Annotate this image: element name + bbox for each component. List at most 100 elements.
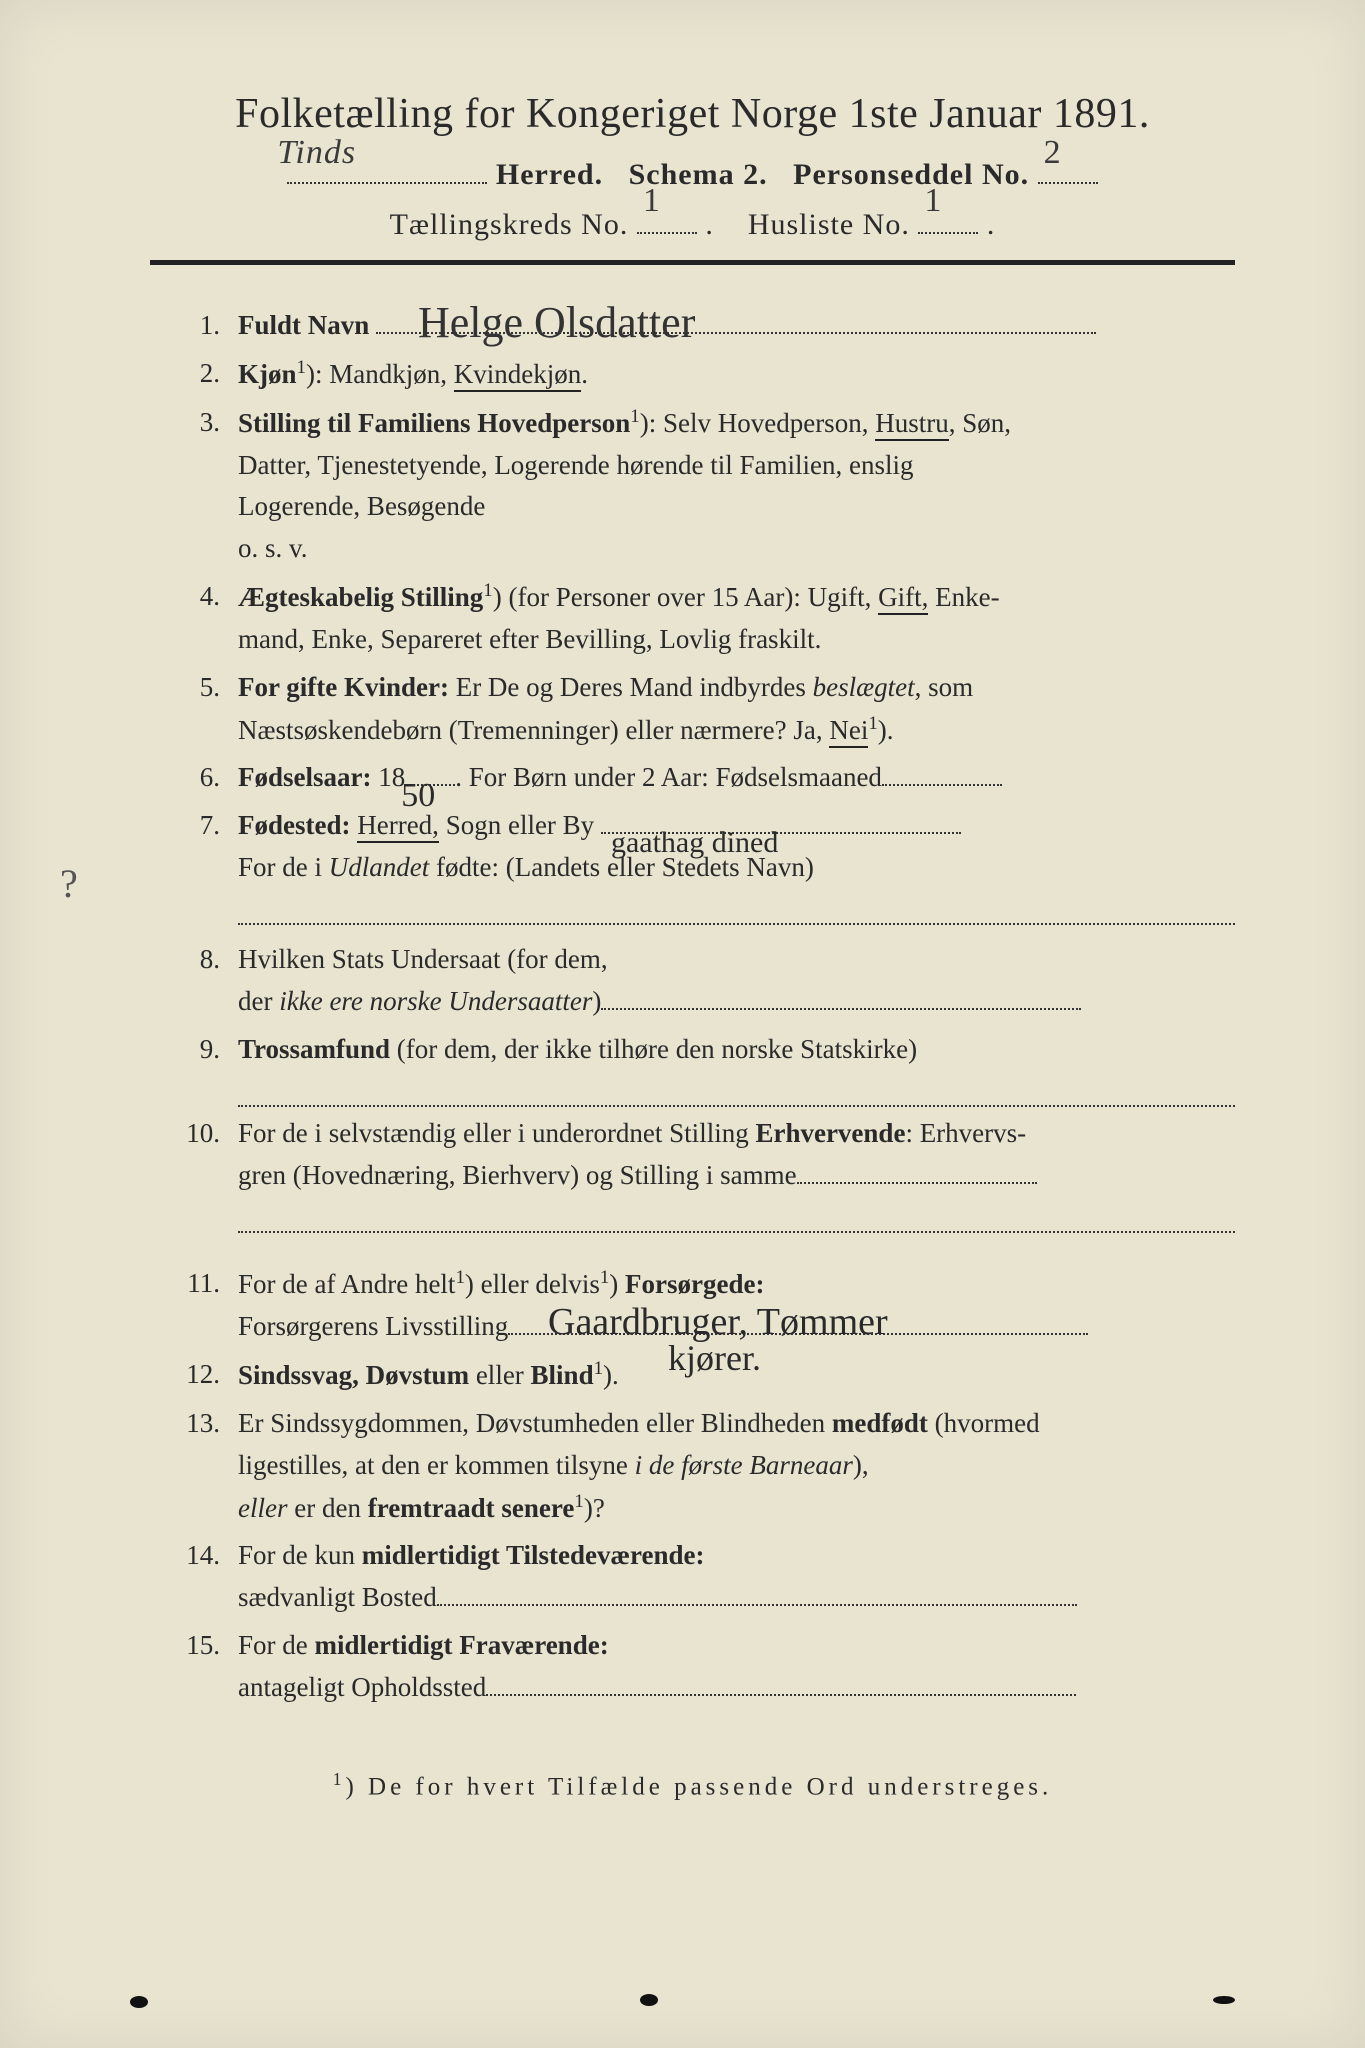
herred-handwritten: Tinds [277, 134, 356, 172]
item-9-label: Trossamfund [238, 1034, 390, 1064]
item-10-text-a: For de i selvstændig eller i underordnet… [238, 1118, 755, 1148]
item-11-num: 11. [150, 1263, 238, 1348]
item-9: 9. Trossamfund (for dem, der ikke tilhør… [150, 1029, 1235, 1107]
item-13-line3c: )? [584, 1493, 605, 1523]
item-3: 3. Stilling til Familiens Hovedperson1):… [150, 402, 1235, 570]
item-13-text-b: (hvormed [928, 1408, 1040, 1438]
item-6-num: 6. [150, 757, 238, 799]
item-12-num: 12. [150, 1354, 238, 1397]
item-13: 13. Er Sindssygdommen, Døvstumheden elle… [150, 1403, 1235, 1530]
item-9-body: Trossamfund (for dem, der ikke tilhøre d… [238, 1029, 1235, 1107]
item-5-num: 5. [150, 667, 238, 752]
item-8: 8. Hvilken Stats Undersaat (for dem, der… [150, 939, 1235, 1023]
item-5-body: For gifte Kvinder: Er De og Deres Mand i… [238, 667, 1235, 752]
item-11-sup2: 1 [600, 1267, 609, 1288]
item-14-text-a: For de kun [238, 1540, 362, 1570]
item-14-body: For de kun midlertidigt Tilstedeværende:… [238, 1535, 1235, 1619]
question-list: 1. Fuldt Navn Helge Olsdatter 2. Kjøn1):… [150, 305, 1235, 1709]
item-4-sup: 1 [483, 580, 492, 601]
item-10-text-b: : Erhvervs- [905, 1118, 1026, 1148]
item-7-place-field: gaathag dined [601, 832, 961, 834]
item-13-line3a: eller [238, 1493, 287, 1523]
item-1: 1. Fuldt Navn Helge Olsdatter [150, 305, 1235, 347]
item-15-bold: midlertidigt Fraværende: [315, 1630, 609, 1660]
item-7-label: Fødested: [238, 810, 350, 840]
item-12: 12. Sindssvag, Døvstum eller Blind1). [150, 1354, 1235, 1397]
item-6-body: Fødselsaar: 1850. For Børn under 2 Aar: … [238, 757, 1235, 799]
item-2-num: 2. [150, 353, 238, 396]
ink-spot-center [640, 1994, 658, 2006]
item-10-num: 10. [150, 1113, 238, 1233]
item-12-bold: Sindssvag, Døvstum [238, 1360, 469, 1390]
kreds-line: Tællingskreds No. 1 . Husliste No. 1 . [150, 202, 1235, 242]
item-14: 14. For de kun midlertidigt Tilstedevære… [150, 1535, 1235, 1619]
item-5-text-a: Er De og Deres Mand indbyrdes [449, 672, 813, 702]
item-3-line3: Logerende, Besøgende [238, 491, 485, 521]
item-3-label: Stilling til Familiens Hovedperson [238, 408, 630, 438]
item-6-label: Fødselsaar: [238, 762, 371, 792]
item-14-num: 14. [150, 1535, 238, 1619]
item-5-sup2: 1 [868, 713, 877, 734]
item-4-underlined: Gift, [878, 582, 928, 615]
item-11-sup1: 1 [455, 1267, 464, 1288]
item-4-line2: mand, Enke, Separeret efter Bevilling, L… [238, 624, 821, 654]
item-12-text-a: eller [469, 1360, 530, 1390]
herred-field: Tinds [287, 152, 487, 184]
item-8-num: 8. [150, 939, 238, 1023]
item-7-fill [238, 891, 1235, 925]
item-1-num: 1. [150, 305, 238, 347]
item-7-underlined: Herred, [357, 810, 439, 843]
item-8-line2a: der [238, 986, 279, 1016]
header-rule [150, 260, 1235, 265]
item-4-num: 4. [150, 576, 238, 661]
item-13-bold2: fremtraadt senere [368, 1493, 575, 1523]
item-1-handwritten: Helge Olsdatter [418, 289, 695, 357]
item-13-line2a: ligestilles, at den er kommen tilsyne [238, 1450, 635, 1480]
item-4: 4. Ægteskabelig Stilling1) (for Personer… [150, 576, 1235, 661]
ink-spot-left [130, 1996, 148, 2008]
item-2-body: Kjøn1): Mandkjøn, Kvindekjøn. [238, 353, 1235, 396]
item-7-line2a: For de i [238, 852, 329, 882]
item-3-text-a: ): Selv Hovedperson, [640, 408, 875, 438]
item-15-fill [486, 1694, 1076, 1696]
item-4-text-a: ) (for Personer over 15 Aar): Ugift, [493, 582, 878, 612]
item-13-num: 13. [150, 1403, 238, 1530]
item-14-bold: midlertidigt Tilstedeværende: [362, 1540, 705, 1570]
item-13-sup: 1 [574, 1491, 583, 1512]
census-form-page: Folketælling for Kongeriget Norge 1ste J… [0, 0, 1365, 2048]
item-4-label: Ægteskabelig Stilling [238, 582, 483, 612]
ink-spot-right [1213, 1996, 1235, 2004]
item-14-line2: sædvanligt Bosted [238, 1582, 437, 1612]
item-8-fill [601, 1008, 1081, 1010]
margin-question-mark: ? [60, 860, 78, 907]
personseddel-no: 2 [1044, 134, 1062, 172]
item-10-bold: Erhvervende [755, 1118, 905, 1148]
item-12-body: Sindssvag, Døvstum eller Blind1). [238, 1354, 1235, 1397]
item-4-text-b: Enke- [928, 582, 999, 612]
item-8-body: Hvilken Stats Undersaat (for dem, der ik… [238, 939, 1235, 1023]
husliste-label: Husliste No. [748, 208, 910, 241]
item-12-bold2: Blind [531, 1360, 594, 1390]
item-11-text-a: For de af Andre helt [238, 1269, 455, 1299]
item-2-sup: 1 [297, 357, 306, 378]
item-9-num: 9. [150, 1029, 238, 1107]
item-11-body: For de af Andre helt1) eller delvis1) Fo… [238, 1263, 1235, 1348]
item-15: 15. For de midlertidigt Fraværende: anta… [150, 1625, 1235, 1709]
item-3-sup: 1 [630, 406, 639, 427]
item-3-body: Stilling til Familiens Hovedperson1): Se… [238, 402, 1235, 570]
item-3-line4: o. s. v. [238, 533, 308, 563]
item-13-text-a: Er Sindssygdommen, Døvstumheden eller Bl… [238, 1408, 832, 1438]
item-2: 2. Kjøn1): Mandkjøn, Kvindekjøn. [150, 353, 1235, 396]
herred-label: Herred. [496, 158, 603, 191]
item-13-body: Er Sindssygdommen, Døvstumheden eller Bl… [238, 1403, 1235, 1530]
item-4-body: Ægteskabelig Stilling1) (for Personer ov… [238, 576, 1235, 661]
item-8-line1: Hvilken Stats Undersaat (for dem, [238, 944, 608, 974]
item-15-text-a: For de [238, 1630, 315, 1660]
footnote-text: ) De for hvert Tilfælde passende Ord und… [345, 1773, 1052, 1800]
item-5-italic: beslægtet [813, 672, 915, 702]
item-5-text-b: , som [915, 672, 974, 702]
personseddel-label: Personseddel No. [793, 158, 1029, 191]
item-13-line2b: ), [853, 1450, 869, 1480]
main-title: Folketælling for Kongeriget Norge 1ste J… [150, 90, 1235, 138]
tallingskreds-no: 1 [643, 182, 661, 220]
